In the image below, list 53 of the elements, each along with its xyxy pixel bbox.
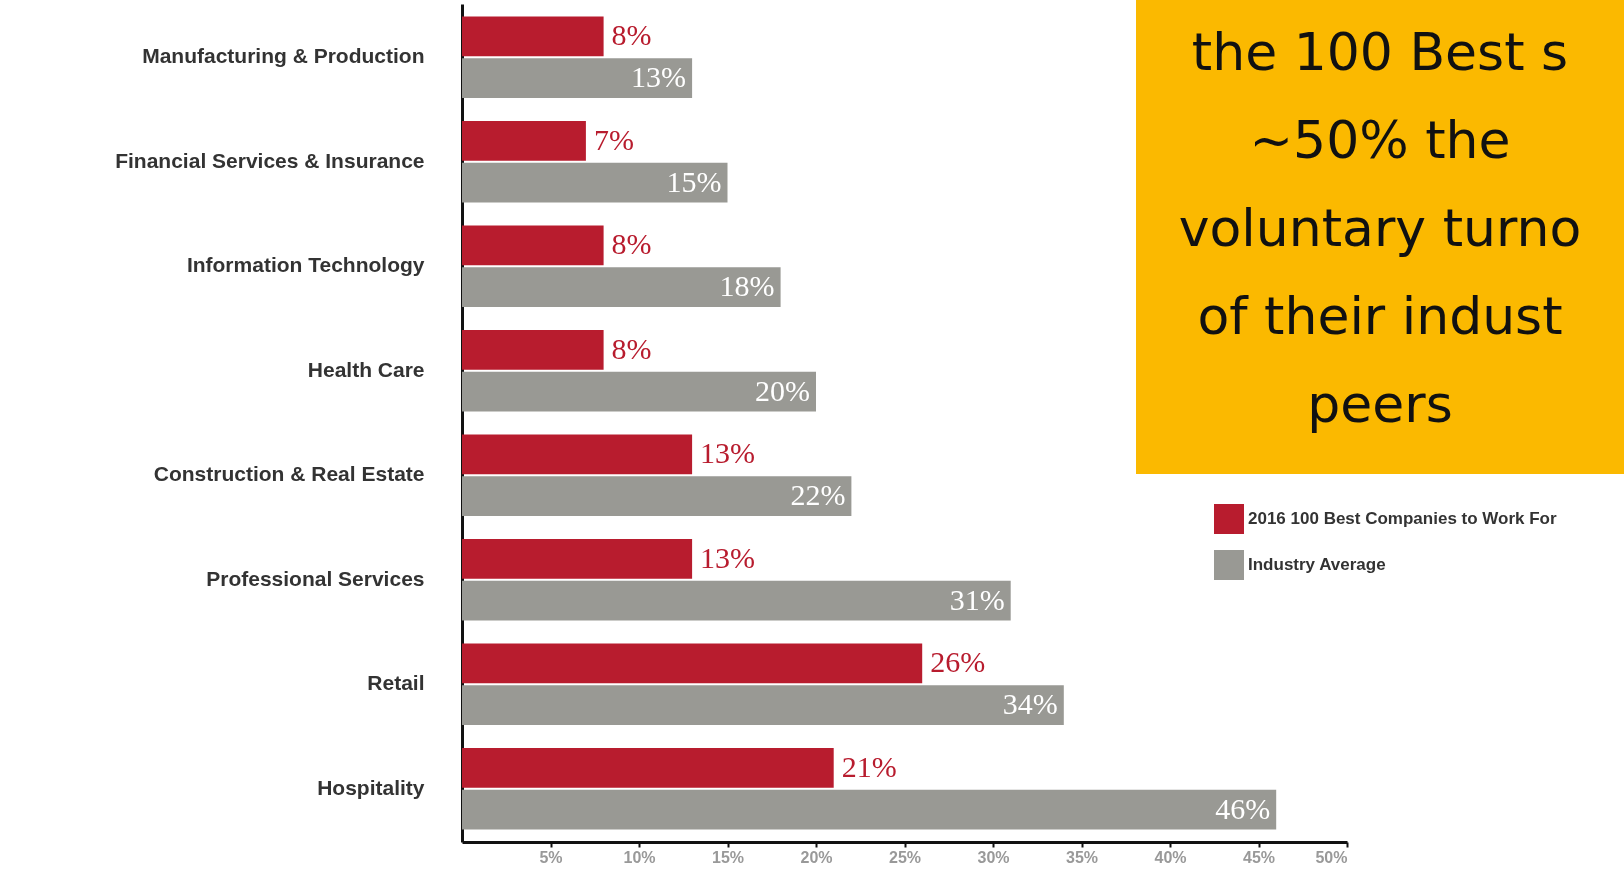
x-tick-label: 30% — [977, 848, 1010, 866]
bar — [462, 121, 586, 161]
bar — [462, 789, 1277, 830]
bar — [462, 476, 852, 516]
x-tick-label: 10% — [623, 848, 656, 866]
bar — [462, 330, 604, 370]
data-label: 8% — [611, 227, 652, 261]
y-tick-label: Hospitality — [317, 775, 425, 799]
x-tick-label: 35% — [1065, 848, 1099, 866]
x-tick-label: 15% — [711, 848, 745, 866]
x-tick-label: 5% — [539, 848, 563, 866]
data-label: 21% — [841, 749, 897, 783]
y-tick-label: Construction & Real Estate — [153, 462, 425, 486]
data-label: 34% — [1002, 687, 1058, 721]
data-label: 13% — [700, 436, 756, 470]
y-tick-label: Information Technology — [186, 253, 425, 277]
bar — [462, 267, 781, 308]
data-label: 18% — [719, 269, 775, 303]
data-label: 7% — [593, 122, 634, 156]
y-tick-label: Manufacturing & Production — [142, 44, 425, 68]
data-label: 13% — [631, 60, 687, 94]
data-label: 15% — [666, 164, 722, 198]
data-label: 31% — [949, 582, 1005, 616]
data-label: 20% — [755, 373, 810, 407]
bar — [462, 643, 923, 684]
bar — [462, 371, 816, 412]
bar — [462, 16, 604, 57]
bar — [462, 58, 693, 99]
bar — [462, 434, 693, 475]
y-tick-label: Health Care — [307, 357, 425, 381]
bar — [462, 685, 1064, 725]
data-label: 13% — [700, 540, 756, 574]
x-tick-label: 20% — [800, 848, 833, 866]
x-tick-label: 45% — [1242, 848, 1276, 866]
y-tick-label: Financial Services & Insurance — [115, 148, 425, 172]
x-tick-label: 40% — [1154, 848, 1187, 866]
data-label: 8% — [611, 331, 652, 365]
annotation: the 100 Best s ~50% the voluntary turno of their indust peers — [1136, 0, 1624, 474]
y-tick-label: Retail — [367, 671, 425, 695]
x-tick-label: 25% — [888, 848, 922, 866]
data-label: 46% — [1215, 791, 1271, 825]
bar — [462, 747, 834, 788]
data-label: 8% — [611, 18, 652, 52]
x-tick-label: 50% — [1315, 848, 1348, 866]
bar — [462, 162, 728, 203]
legend-label: 2016 100 Best Companies to Work For — [1248, 509, 1558, 528]
y-tick-label: Professional Services — [206, 566, 425, 590]
bar — [462, 538, 693, 579]
bar — [462, 225, 604, 266]
data-label: 22% — [790, 478, 846, 512]
bar — [462, 580, 1011, 621]
legend-label: Industry Average — [1248, 555, 1386, 574]
data-label: 26% — [930, 645, 986, 679]
